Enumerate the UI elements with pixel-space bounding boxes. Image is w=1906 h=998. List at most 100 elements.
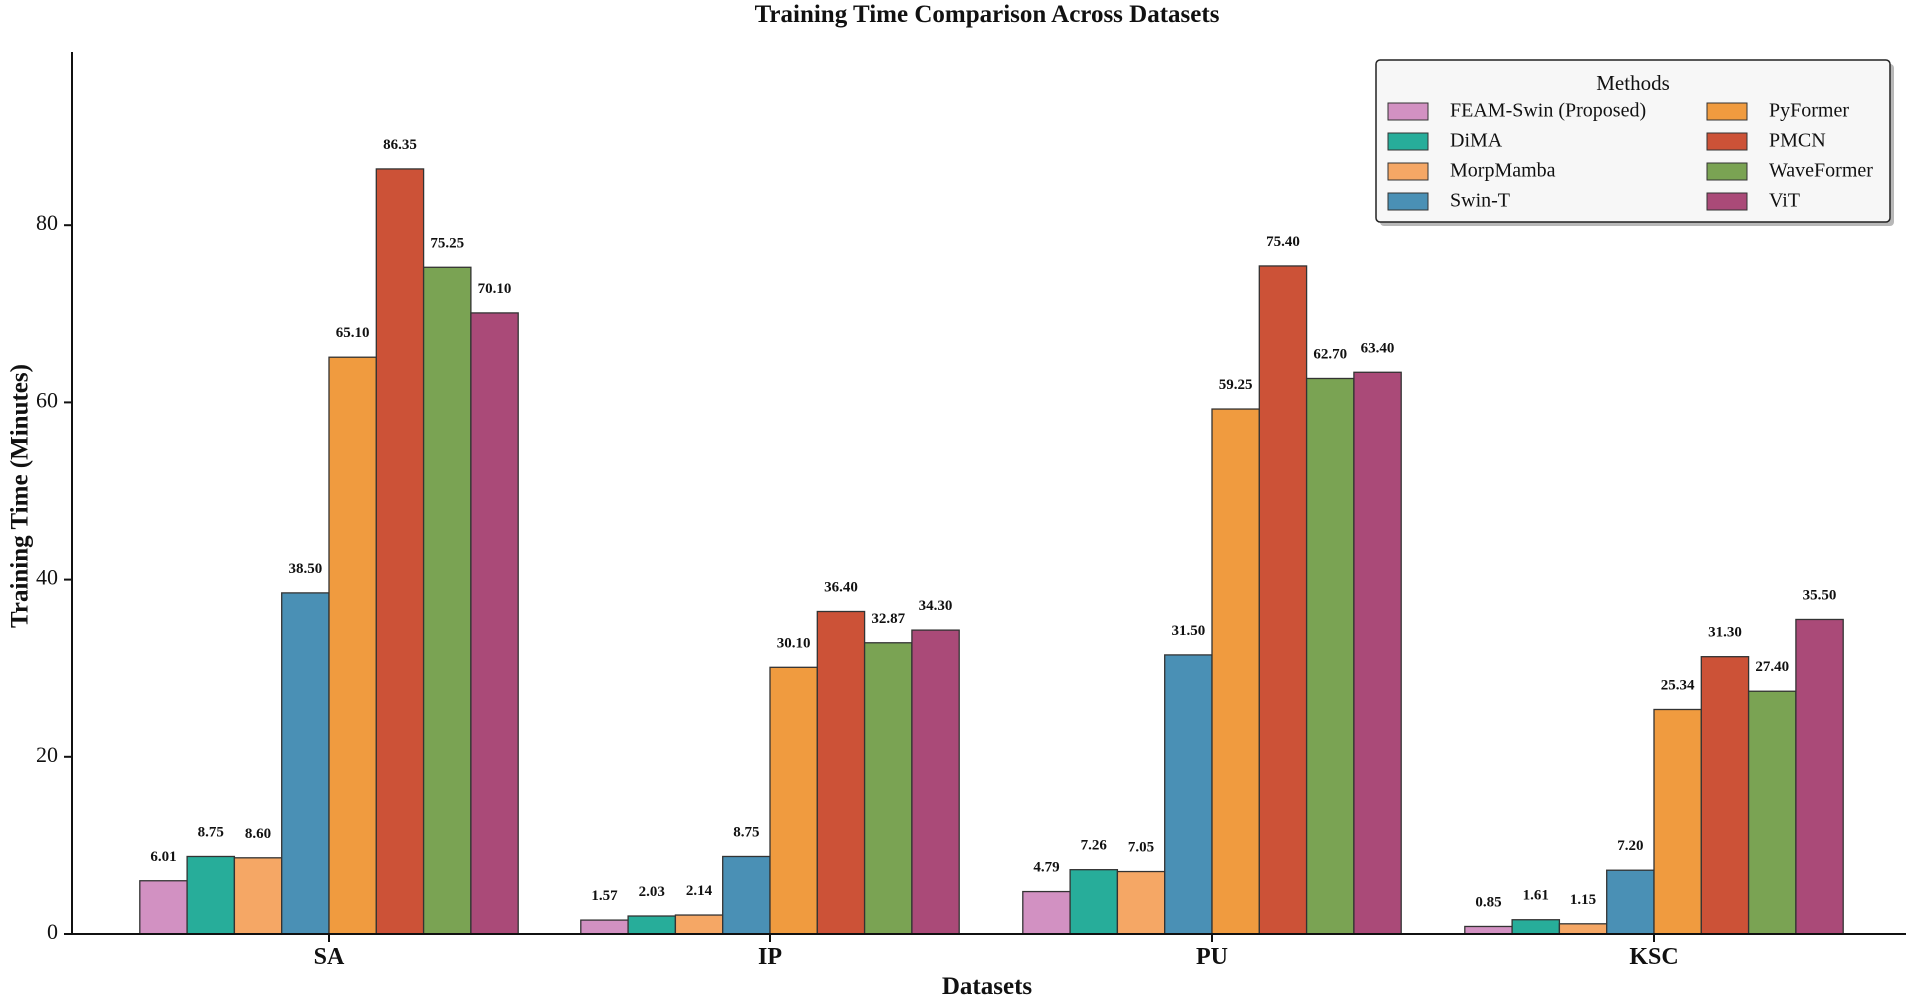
bar-sa-6 <box>422 266 472 935</box>
bar-pu-1 <box>1069 869 1119 935</box>
bar-pu-3 <box>1164 654 1213 935</box>
bar-value-label: 31.50 <box>1171 623 1205 639</box>
bar-ksc-1 <box>1511 919 1561 935</box>
bar-value-label: 62.70 <box>1313 346 1347 362</box>
y-tick-label: 20 <box>36 742 58 767</box>
bar-value-label: 30.10 <box>777 635 811 651</box>
legend-label: ViT <box>1769 190 1800 212</box>
legend-label: PyFormer <box>1769 100 1849 122</box>
legend-label: FEAM-Swin (Proposed) <box>1450 100 1646 122</box>
bar-value-label: 8.60 <box>245 826 271 842</box>
y-tick-label: 80 <box>36 210 58 235</box>
bar-ksc-0 <box>1464 925 1513 935</box>
bar-value-label: 2.14 <box>686 883 713 899</box>
bar-ksc-2 <box>1558 923 1608 935</box>
legend-swatch <box>1387 162 1429 181</box>
bar-series-group <box>139 168 1844 935</box>
bar-pu-2 <box>1116 870 1166 935</box>
x-tick-label: PU <box>1196 944 1228 970</box>
y-tick-label: 60 <box>36 387 58 412</box>
bar-pu-6 <box>1305 377 1355 935</box>
bar-sa-3 <box>281 592 330 935</box>
bar-ksc-7 <box>1795 618 1844 935</box>
legend-swatch <box>1387 192 1429 211</box>
bar-value-label: 2.03 <box>639 884 665 900</box>
bar-value-label: 27.40 <box>1755 659 1789 675</box>
bar-sa-7 <box>470 312 519 935</box>
legend-label: DiMA <box>1450 130 1503 152</box>
legend: Methods FEAM-Swin (Proposed) DiMA MorpMamb… <box>1375 59 1894 226</box>
bar-ip-4 <box>769 666 818 935</box>
legend-label: Swin-T <box>1450 190 1510 212</box>
bar-ksc-6 <box>1747 690 1797 935</box>
x-tick-label: SA <box>314 944 345 970</box>
bar-ksc-5 <box>1700 656 1750 935</box>
bar-value-label: 75.25 <box>430 235 464 251</box>
y-tick-label: 40 <box>36 565 58 590</box>
bar-sa-1 <box>186 855 236 935</box>
bar-value-label: 6.01 <box>150 849 176 865</box>
bar-value-label: 34.30 <box>919 598 953 614</box>
legend-swatch <box>1387 102 1429 121</box>
data-labels-group: 6.01 1.57 4.79 0.85 8.75 2.03 7.26 1.61 8.60 2.14… <box>150 137 1836 911</box>
x-axis-ticks: SA IP PU KSC <box>314 934 1679 970</box>
bar-value-label: 0.85 <box>1475 894 1501 910</box>
bar-ksc-4 <box>1653 708 1702 935</box>
bar-pu-0 <box>1022 890 1071 935</box>
legend-box <box>1375 59 1891 223</box>
chart-title: Training Time Comparison Across Datasets <box>755 1 1220 28</box>
bar-value-label: 36.40 <box>824 579 858 595</box>
bar-pu-5 <box>1258 265 1308 935</box>
bar-value-label: 4.79 <box>1033 860 1059 876</box>
legend-swatch <box>1706 102 1748 121</box>
y-axis-label: Training Time (Minutes) <box>7 364 34 628</box>
bar-value-label: 31.30 <box>1708 625 1742 641</box>
x-tick-label: KSC <box>1629 944 1678 970</box>
legend-title: Methods <box>1596 71 1670 95</box>
bar-value-label: 75.40 <box>1266 234 1300 250</box>
bar-value-label: 86.35 <box>383 137 417 153</box>
bar-ip-0 <box>580 919 629 935</box>
bar-value-label: 8.75 <box>733 824 759 840</box>
bar-ip-1 <box>627 915 677 935</box>
bar-value-label: 7.05 <box>1128 840 1154 856</box>
legend-label: PMCN <box>1769 130 1826 152</box>
bar-ip-5 <box>816 610 866 935</box>
bar-value-label: 8.75 <box>198 824 224 840</box>
bar-value-label: 1.61 <box>1523 888 1549 904</box>
bar-value-label: 63.40 <box>1361 340 1395 356</box>
legend-label: WaveFormer <box>1769 160 1873 182</box>
y-axis-ticks: 0 20 40 60 80 <box>36 210 72 944</box>
bar-value-label: 38.50 <box>288 561 322 577</box>
bar-value-label: 35.50 <box>1803 587 1837 603</box>
bar-ip-3 <box>722 855 771 935</box>
bar-value-label: 32.87 <box>871 611 905 627</box>
bar-value-label: 7.26 <box>1081 838 1108 854</box>
bar-sa-0 <box>139 880 188 935</box>
bar-ksc-3 <box>1606 869 1655 935</box>
x-tick-label: IP <box>758 944 782 970</box>
bar-sa-2 <box>233 857 283 935</box>
bar-ip-7 <box>911 629 960 935</box>
bar-value-label: 65.10 <box>336 325 370 341</box>
legend-swatch <box>1706 162 1748 181</box>
legend-swatch <box>1706 192 1748 211</box>
bar-value-label: 25.34 <box>1661 677 1695 693</box>
bar-value-label: 59.25 <box>1219 377 1253 393</box>
bar-pu-4 <box>1211 408 1260 935</box>
bar-value-label: 1.15 <box>1570 892 1596 908</box>
y-tick-label: 0 <box>47 919 58 944</box>
legend-swatch <box>1706 132 1748 151</box>
bar-sa-5 <box>375 168 425 935</box>
legend-swatch <box>1387 132 1429 151</box>
bar-value-label: 70.10 <box>478 281 512 297</box>
bar-ip-2 <box>674 914 724 935</box>
bar-sa-4 <box>328 356 377 935</box>
legend-label: MorpMamba <box>1450 160 1556 182</box>
x-axis-label: Datasets <box>942 973 1033 998</box>
bar-pu-7 <box>1353 371 1402 935</box>
bar-ip-6 <box>863 642 913 935</box>
bar-value-label: 7.20 <box>1617 838 1643 854</box>
